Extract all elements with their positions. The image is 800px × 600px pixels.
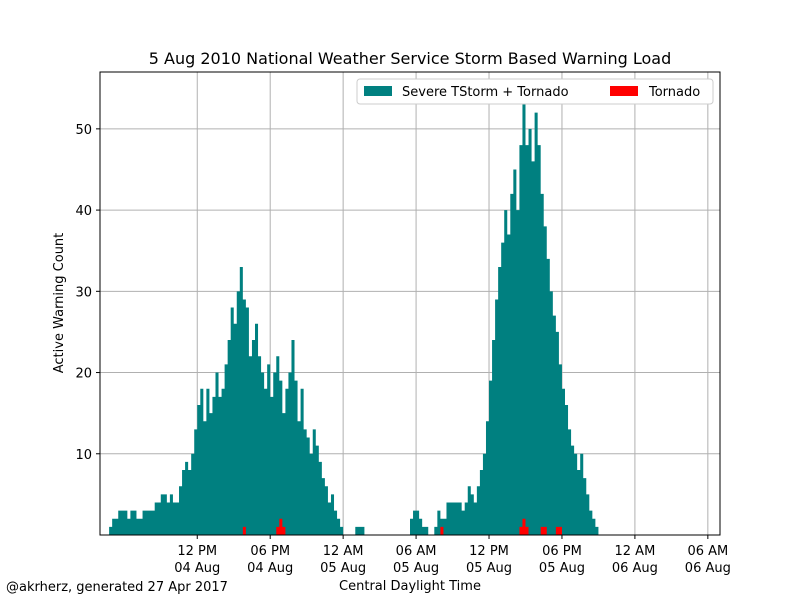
x-tick-label-date: 05 Aug — [320, 561, 366, 576]
y-tick-label: 40 — [75, 204, 92, 219]
x-tick-label-date: 05 Aug — [539, 561, 585, 576]
legend-swatch-severe — [364, 86, 392, 96]
x-tick-label-time: 12 PM — [177, 544, 217, 559]
series-layer — [109, 88, 599, 535]
legend: Severe TStorm + Tornado Tornado — [356, 78, 714, 105]
x-tick-label-time: 06 AM — [687, 544, 728, 559]
y-tick-label: 30 — [75, 285, 92, 300]
y-tick-label: 20 — [75, 367, 92, 382]
legend-swatch-tornado — [610, 86, 638, 96]
x-tick-label-date: 04 Aug — [247, 561, 293, 576]
x-axis-label: Central Daylight Time — [339, 579, 481, 594]
x-tick-label-time: 06 PM — [542, 544, 582, 559]
y-axis-ticks: 10 20 30 40 50 — [75, 123, 100, 463]
x-tick-label-date: 04 Aug — [174, 561, 220, 576]
legend-label-severe: Severe TStorm + Tornado — [402, 85, 569, 100]
x-axis-ticks: 12 PM 04 Aug 06 PM 04 Aug 12 AM 05 Aug 06 AM 05… — [174, 535, 731, 576]
footer-credit: @akrherz, generated 27 Apr 2017 — [6, 580, 228, 595]
x-tick-label-date: 06 Aug — [612, 561, 658, 576]
x-tick-label-time: 12 AM — [323, 544, 364, 559]
legend-frame — [356, 78, 714, 105]
x-tick-label-date: 06 Aug — [685, 561, 731, 576]
x-tick-label-time: 12 PM — [469, 544, 509, 559]
y-tick-label: 50 — [75, 123, 92, 138]
chart-title: 5 Aug 2010 National Weather Service Stor… — [149, 49, 671, 68]
x-tick-label-time: 06 AM — [396, 544, 437, 559]
plot-frame — [99, 71, 721, 536]
y-tick-label: 10 — [75, 448, 92, 463]
x-tick-label-date: 05 Aug — [466, 561, 512, 576]
x-tick-label-time: 06 PM — [250, 544, 290, 559]
y-axis-label: Active Warning Count — [52, 233, 67, 374]
x-tick-label-time: 12 AM — [615, 544, 656, 559]
series-severe-tstorm-tornado — [109, 88, 599, 535]
x-tick-label-date: 05 Aug — [393, 561, 439, 576]
legend-label-tornado: Tornado — [648, 85, 700, 100]
